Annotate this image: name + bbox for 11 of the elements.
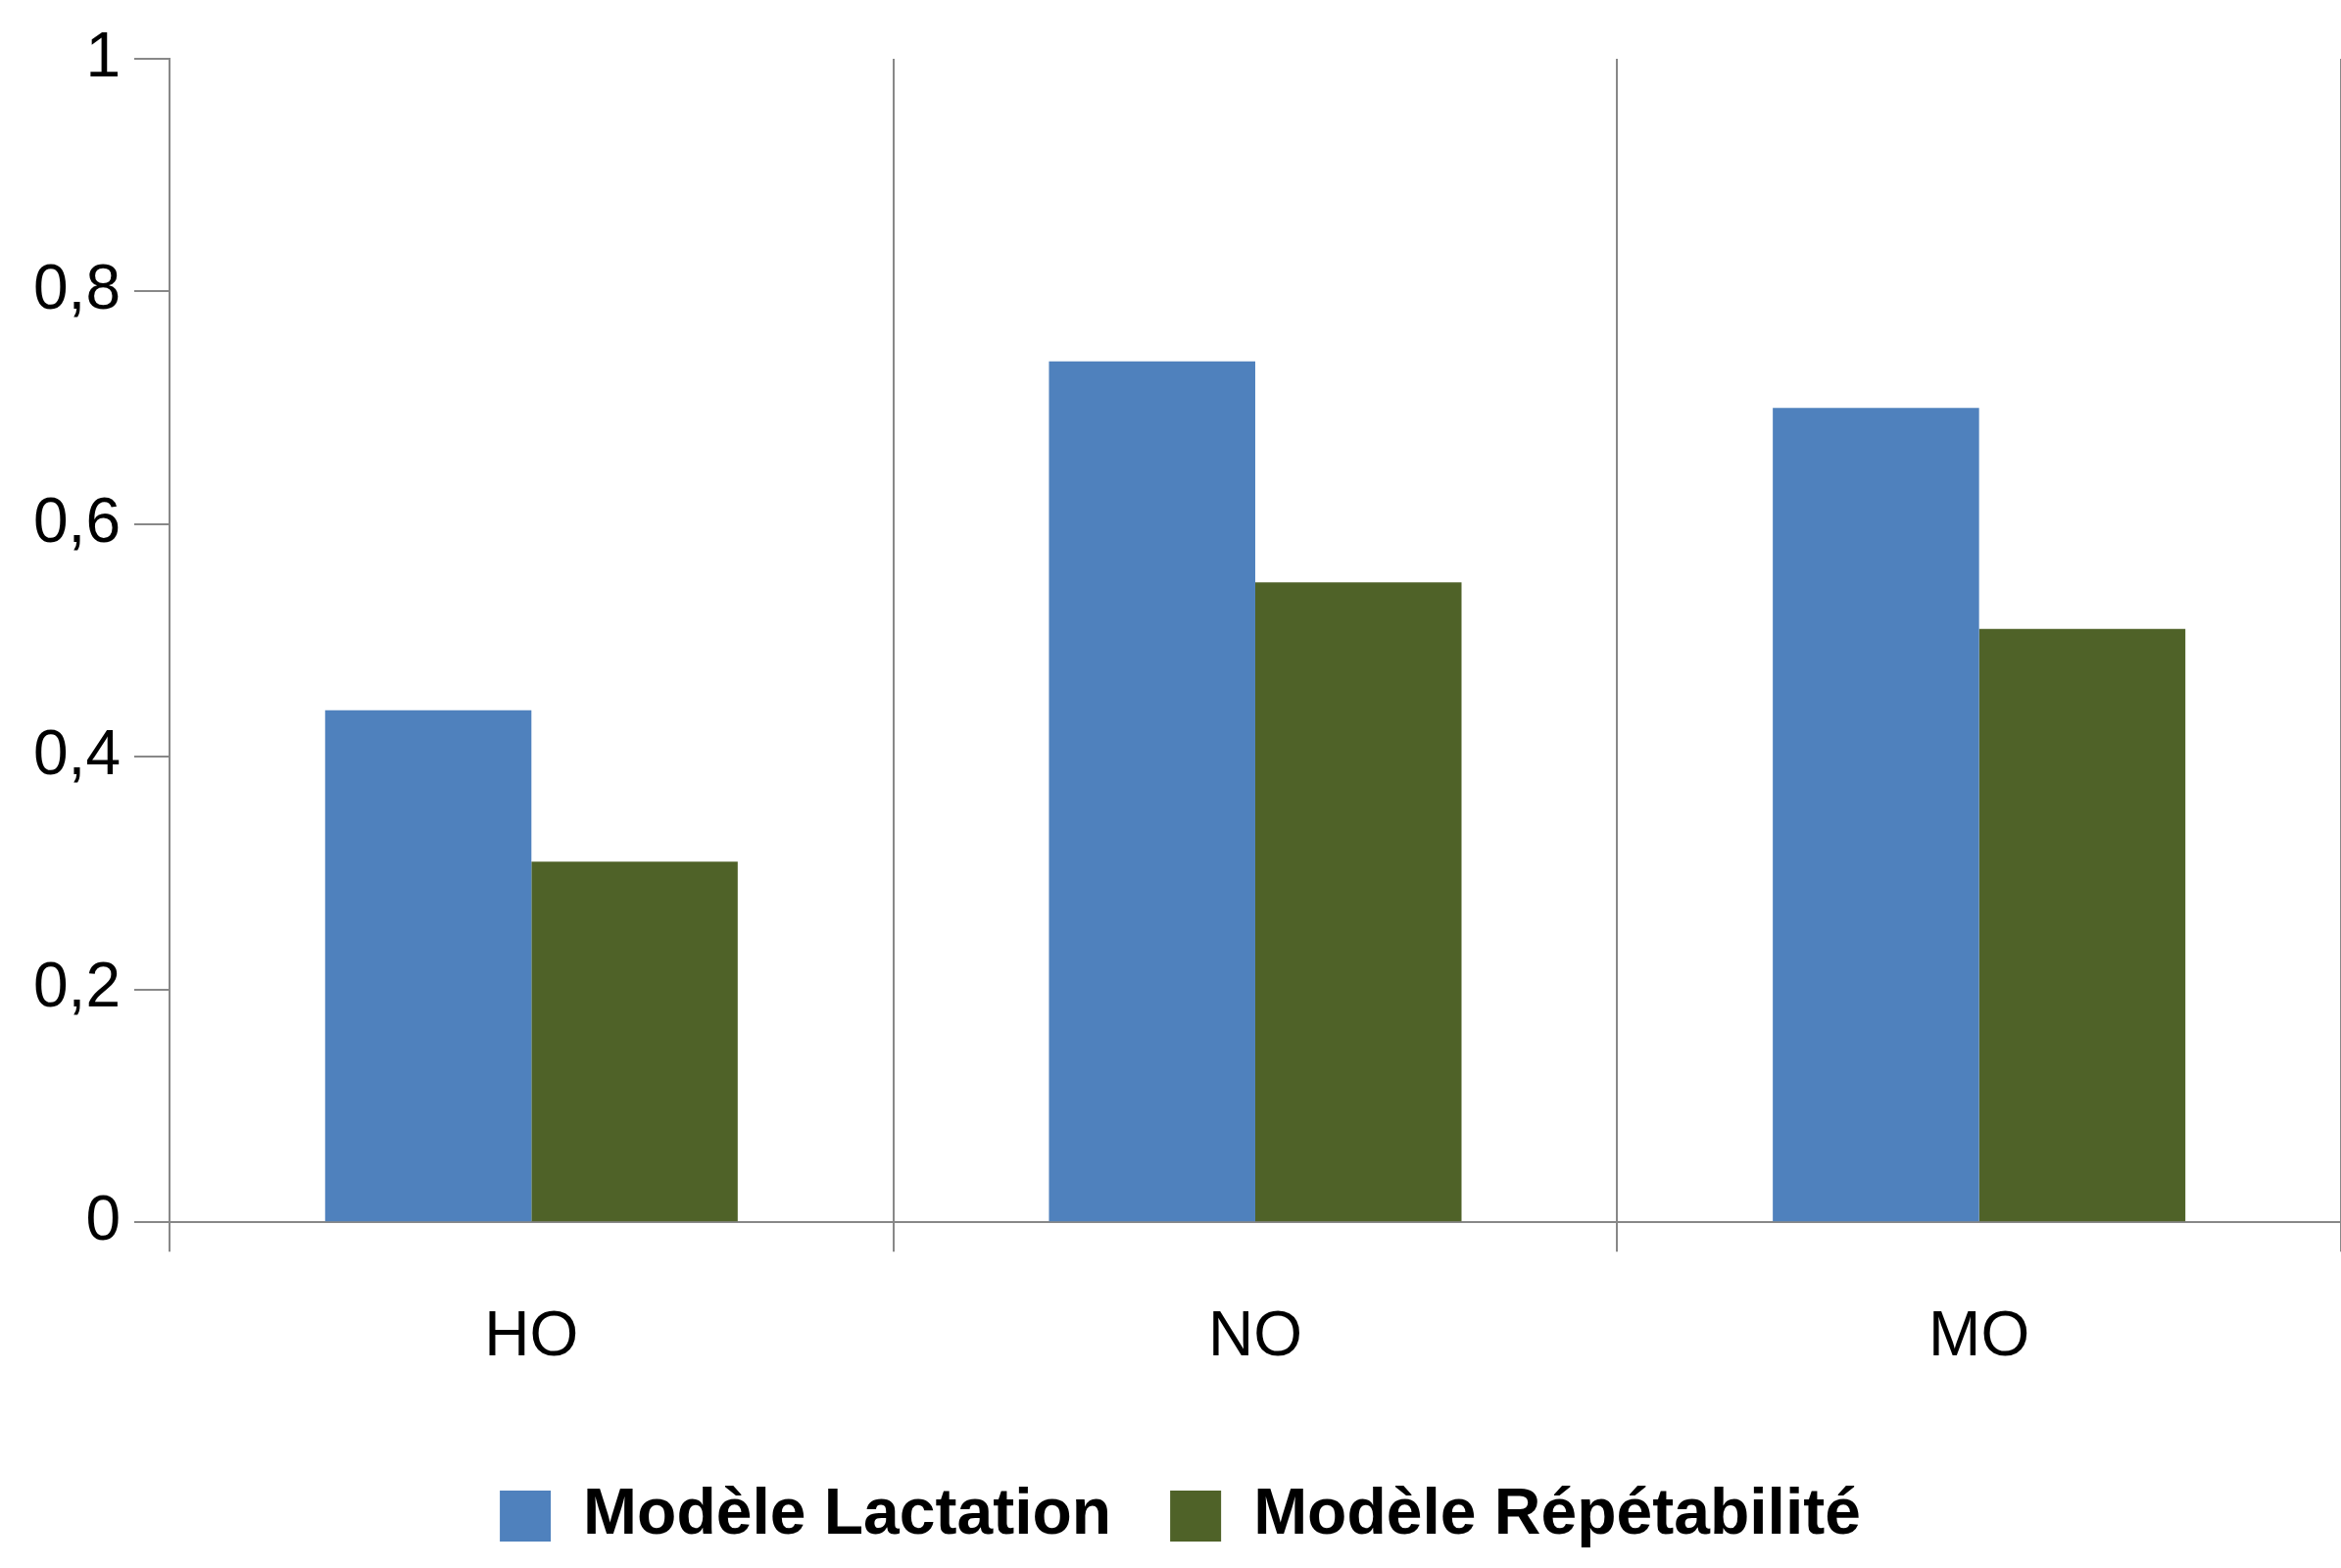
x-tick-label: MO bbox=[1928, 1298, 2030, 1370]
y-tick-label: 0,4 bbox=[33, 716, 121, 788]
legend-label: Modèle Répétabilité bbox=[1253, 1475, 1861, 1548]
x-tick-label: HO bbox=[484, 1298, 579, 1370]
y-tick-label: 0 bbox=[85, 1182, 121, 1253]
legend-label: Modèle Lactation bbox=[583, 1475, 1112, 1548]
y-tick-label: 0,8 bbox=[33, 252, 121, 323]
y-tick-label: 1 bbox=[85, 19, 121, 90]
y-tick-label: 0,2 bbox=[33, 950, 121, 1021]
y-tick-label: 0,6 bbox=[33, 484, 121, 556]
x-tick-label: NO bbox=[1207, 1298, 1302, 1370]
